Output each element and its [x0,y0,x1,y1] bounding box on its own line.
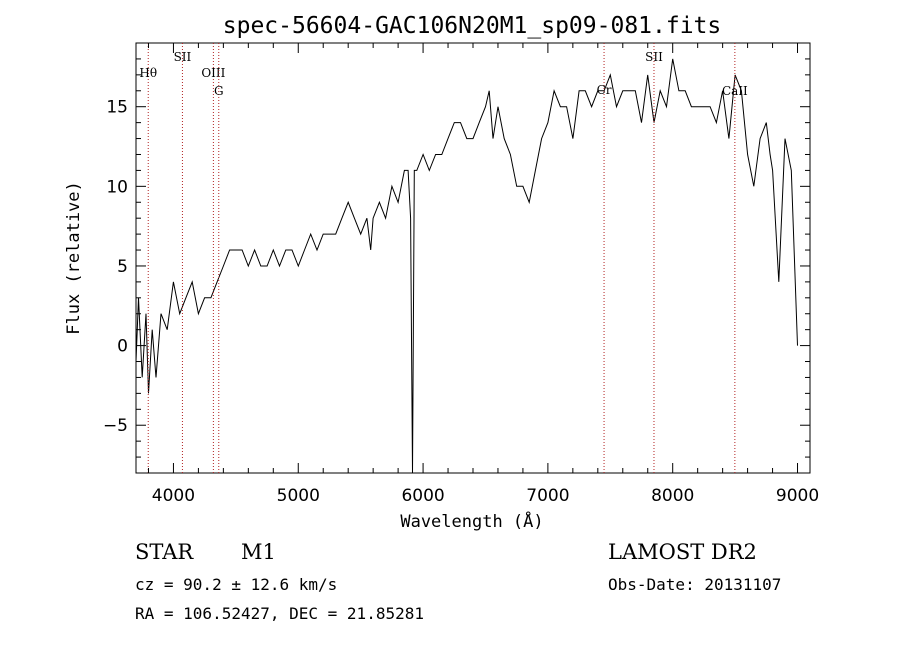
flux-line [135,58,798,474]
survey-name: LAMOST DR2 [608,540,757,564]
line-marker-label: CaII [722,84,748,98]
y-tick-label: 0 [117,337,128,357]
x-tick-label: 6000 [401,486,444,506]
coordinates: RA = 106.52427, DEC = 21.85281 [135,604,424,623]
object-class: STAR [135,540,194,564]
y-tick-label: 15 [106,98,128,118]
x-axis-ticks: 4000 5000 6000 7000 8000 9000 [147,43,819,506]
observation-date: Obs-Date: 20131107 [608,575,782,594]
line-marker-label: Hθ [139,66,157,80]
x-tick-label: 7000 [526,486,569,506]
plot-frame [135,42,811,474]
emission-line-markers: Hθ SII OIII G Cr SII CaII [139,43,748,473]
x-tick-label: 9000 [776,486,819,506]
line-marker-label: SII [645,50,663,64]
object-subclass: M1 [241,540,276,564]
chart-title: spec-56604-GAC106N20M1_sp09-081.fits [223,13,722,39]
y-tick-label: −5 [103,416,128,436]
plot-area [135,42,811,474]
line-marker-label: SII [174,50,192,64]
y-tick-label: 5 [117,257,128,277]
y-tick-label: 10 [106,177,128,197]
y-axis-ticks: −5 0 5 10 15 [103,42,810,458]
line-marker-label: G [214,84,224,98]
x-tick-label: 5000 [277,486,320,506]
x-tick-label: 4000 [152,486,195,506]
redshift-velocity: cz = 90.2 ± 12.6 km/s [135,575,338,594]
line-marker-label: Cr [597,83,612,97]
line-marker-label: OIII [201,66,225,80]
x-tick-label: 8000 [651,486,694,506]
x-axis-label: Wavelength (Å) [400,510,543,532]
y-axis-label: Flux (relative) [64,181,84,335]
